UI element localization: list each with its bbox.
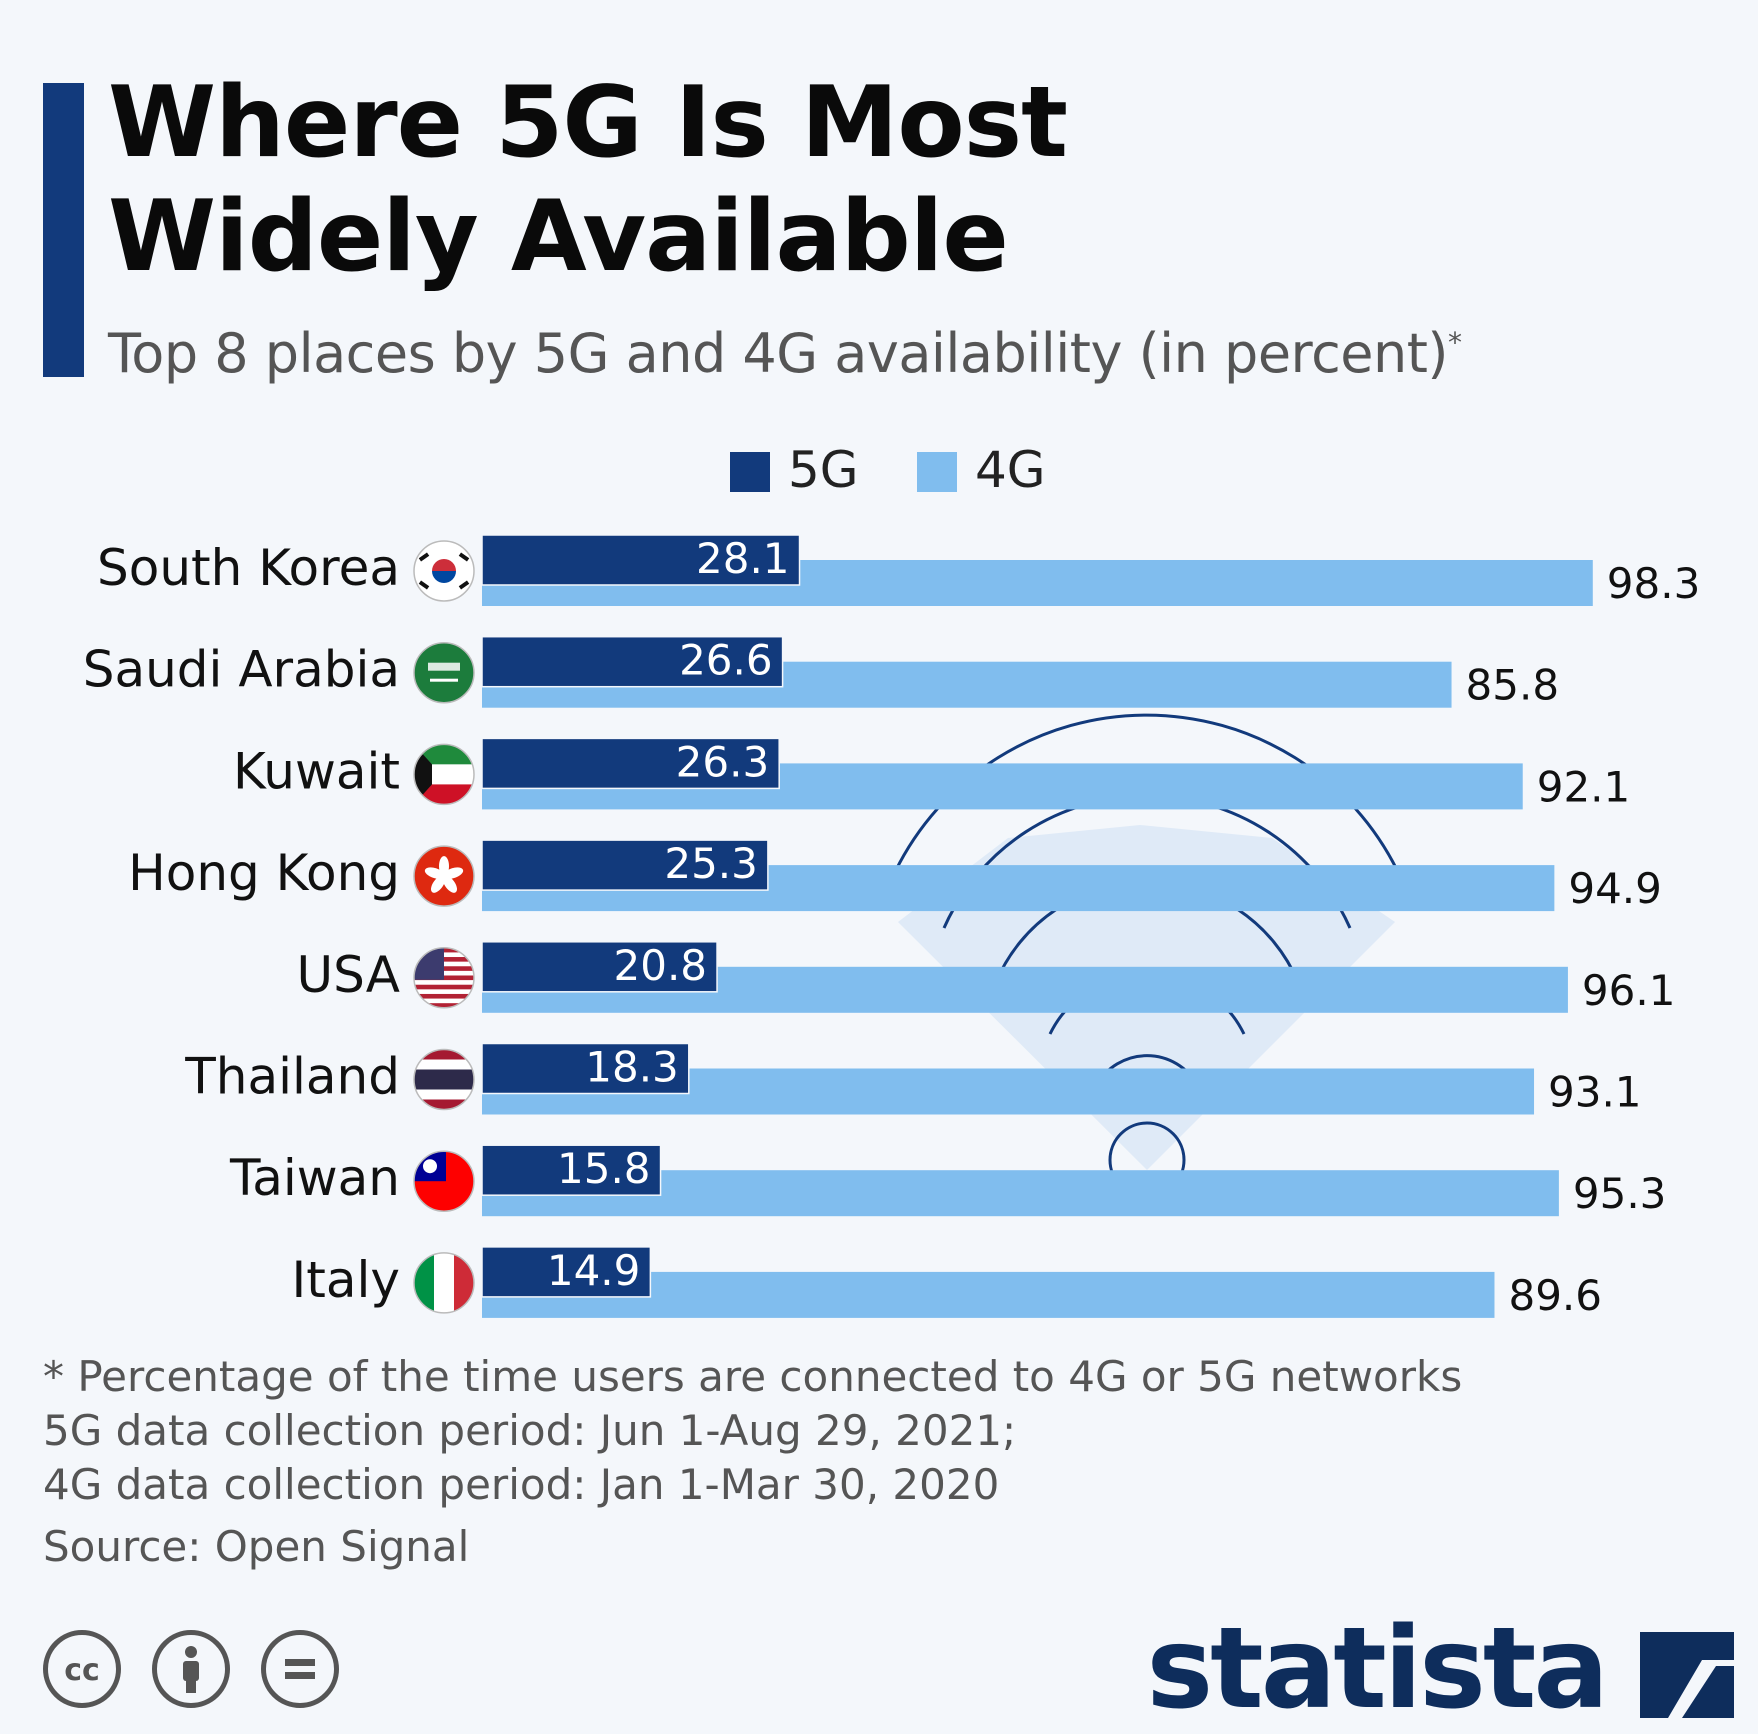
- statista-logo-icon: [1640, 1632, 1734, 1718]
- kuwait-flag-icon: [413, 743, 475, 806]
- footnotes: * Percentage of the time users are conne…: [43, 1350, 1643, 1512]
- category-label-saudi-arabia: Saudi Arabia: [83, 641, 400, 699]
- legend-swatch-4g: [917, 452, 957, 492]
- value-label-4g-italy: 89.6: [1508, 1271, 1602, 1320]
- subtitle-footnote-marker: *: [1447, 326, 1462, 359]
- category-label-hong-kong: Hong Kong: [128, 844, 400, 902]
- value-label-5g-thailand: 18.3: [585, 1043, 679, 1092]
- chart-subtitle: Top 8 places by 5G and 4G availability (…: [108, 322, 1462, 385]
- thailand-flag-icon: [413, 1048, 475, 1111]
- value-label-4g-saudi-arabia: 85.8: [1466, 661, 1560, 710]
- legend-label-4g: 4G: [975, 441, 1046, 499]
- value-label-4g-south-korea: 98.3: [1607, 559, 1701, 608]
- bar-5g-saudi-arabia: [481, 635, 784, 688]
- bar-5g-thailand: [481, 1042, 690, 1095]
- value-label-4g-hong-kong: 94.9: [1568, 864, 1662, 913]
- south-korea-flag-icon: [413, 540, 475, 602]
- bar-5g-hong-kong: [481, 839, 769, 891]
- value-label-5g-italy: 14.9: [547, 1246, 641, 1295]
- footnote-4g-period: 4G data collection period: Jan 1-Mar 30,…: [43, 1460, 1000, 1509]
- title-line-1: Where 5G Is Most: [108, 66, 1068, 180]
- no-derivatives-icon[interactable]: [261, 1630, 339, 1708]
- category-label-south-korea: South Korea: [97, 539, 400, 597]
- value-label-4g-usa: 96.1: [1582, 966, 1676, 1015]
- title-accent-bar: [43, 83, 84, 377]
- bar-4g-taiwan: [482, 1170, 1559, 1217]
- value-label-4g-thailand: 93.1: [1548, 1068, 1642, 1117]
- source-note[interactable]: Source: Open Signal: [43, 1522, 470, 1571]
- taiwan-flag-icon: [413, 1150, 475, 1212]
- subtitle-text: Top 8 places by 5G and 4G availability (…: [108, 322, 1448, 385]
- bar-5g-south-korea: [481, 534, 801, 586]
- category-label-taiwan: Taiwan: [229, 1149, 400, 1207]
- value-label-5g-kuwait: 26.3: [676, 737, 770, 786]
- bar-5g-usa: [481, 941, 718, 993]
- category-label-kuwait: Kuwait: [233, 742, 400, 800]
- hong-kong-flag-icon: [413, 845, 475, 907]
- bar-5g-kuwait: [481, 737, 780, 790]
- cc-icon[interactable]: cc: [43, 1630, 121, 1708]
- svg-text:cc: cc: [64, 1653, 100, 1688]
- attribution-icon[interactable]: [152, 1630, 230, 1708]
- chart-title: Where 5G Is Most Widely Available: [108, 66, 1308, 294]
- value-label-5g-south-korea: 28.1: [696, 534, 790, 583]
- title-line-2: Widely Available: [108, 180, 1009, 294]
- legend-label-5g: 5G: [788, 441, 859, 499]
- value-label-5g-saudi-arabia: 26.6: [679, 636, 773, 685]
- usa-flag-icon: [413, 947, 475, 1009]
- footnote-definition: * Percentage of the time users are conne…: [43, 1352, 1463, 1401]
- saudi-arabia-flag-icon: [413, 641, 475, 704]
- italy-flag-icon: [413, 1252, 475, 1314]
- legend-swatch-5g: [730, 452, 770, 492]
- value-label-5g-taiwan: 15.8: [557, 1144, 651, 1193]
- value-label-4g-taiwan: 95.3: [1573, 1169, 1667, 1218]
- category-label-thailand: Thailand: [184, 1048, 400, 1106]
- value-label-4g-kuwait: 92.1: [1537, 762, 1631, 811]
- footnote-5g-period: 5G data collection period: Jun 1-Aug 29,…: [43, 1406, 1017, 1455]
- bar-5g-taiwan: [481, 1144, 662, 1196]
- value-label-5g-usa: 20.8: [614, 941, 708, 990]
- bar-5g-italy: [481, 1246, 652, 1298]
- value-label-5g-hong-kong: 25.3: [664, 839, 758, 888]
- category-label-usa: USA: [297, 946, 400, 1004]
- statista-wordmark: statista: [1146, 1604, 1609, 1734]
- category-label-italy: Italy: [292, 1251, 400, 1309]
